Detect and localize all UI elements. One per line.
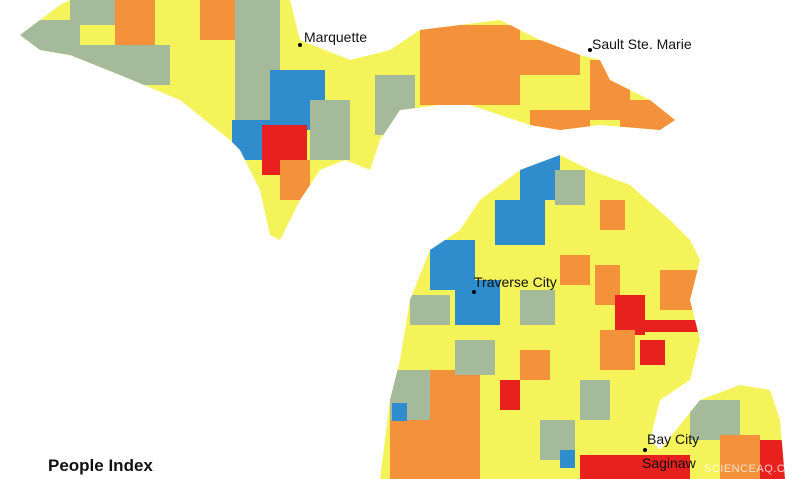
region: [660, 270, 700, 310]
region: [520, 350, 550, 380]
city-label: Sault Ste. Marie: [592, 36, 692, 52]
map-title: People Index: [48, 456, 153, 475]
region: [80, 45, 170, 85]
city-dot: [298, 43, 302, 47]
region: [640, 340, 665, 365]
region: [375, 75, 415, 135]
city-dot: [643, 448, 647, 452]
region: [580, 455, 690, 479]
city-label: Bay City: [647, 431, 699, 447]
region: [20, 20, 80, 60]
watermark: SCIENCEAQ.COM: [704, 463, 800, 475]
region: [580, 380, 610, 420]
region: [600, 200, 625, 230]
city-label: Traverse City: [474, 274, 557, 290]
region: [390, 420, 435, 479]
region: [555, 170, 585, 205]
region: [310, 100, 350, 160]
region: [600, 330, 635, 370]
region: [280, 160, 310, 200]
region: [520, 290, 555, 325]
region: [455, 340, 495, 375]
lower-peninsula: [380, 155, 785, 479]
region: [690, 400, 740, 440]
region: [720, 435, 760, 479]
region: [410, 295, 450, 325]
region: [520, 155, 560, 200]
region: [455, 280, 500, 325]
region: [510, 40, 580, 75]
region: [495, 200, 545, 245]
city-label: Marquette: [304, 29, 367, 45]
region: [430, 370, 480, 479]
region: [560, 450, 575, 468]
region: [640, 320, 700, 332]
region: [500, 380, 520, 410]
region: [560, 255, 590, 285]
region: [392, 403, 407, 421]
region: [620, 100, 675, 130]
region: [420, 25, 520, 105]
city-dot: [472, 290, 476, 294]
city-dot: [588, 48, 592, 52]
region: [760, 440, 785, 479]
region: [530, 110, 590, 135]
city-label: Saginaw: [642, 455, 697, 471]
